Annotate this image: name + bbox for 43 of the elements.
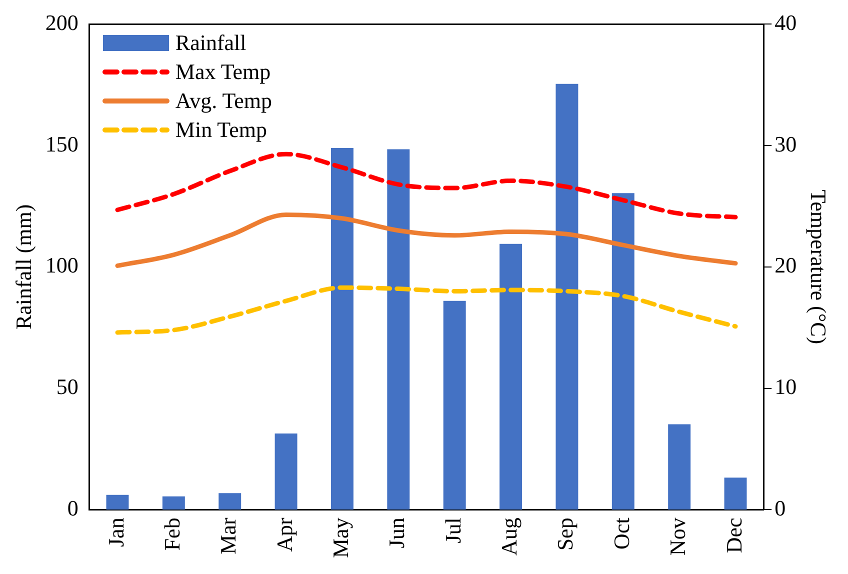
bar [668, 424, 691, 510]
legend-label: Rainfall [175, 29, 246, 58]
line-series [115, 212, 738, 268]
x-tick-label: Nov [665, 518, 690, 556]
y2-tick-label: 0 [774, 495, 786, 520]
x-tick-label: May [328, 518, 354, 558]
bar [724, 478, 747, 510]
x-tick-label: Dec [721, 517, 746, 554]
bar [612, 193, 634, 510]
y-tick-label: 50 [56, 374, 78, 400]
bar [218, 493, 242, 510]
x-tick-label: Sep [552, 518, 578, 551]
y2-tick-label: 40 [774, 10, 797, 35]
legend-label: Min Temp [175, 116, 267, 144]
bar [330, 148, 354, 510]
y-tick-label: 0 [67, 495, 78, 520]
bar [443, 300, 466, 510]
x-tick-label: Aug [496, 518, 522, 556]
bar [162, 496, 185, 510]
y-axis-title: Rainfall (mm) [10, 204, 36, 330]
y-tick-label: 150 [45, 131, 78, 156]
line-series [115, 285, 738, 335]
legend-label: Avg. Temp [175, 87, 272, 116]
y2-tick-label: 20 [774, 252, 797, 278]
x-tick-label: Apr [272, 517, 297, 552]
x-tick-label: Oct [608, 518, 634, 550]
bar [387, 149, 410, 510]
y2-axis-title: Temperature (°C) [806, 190, 832, 344]
bar [500, 244, 522, 510]
bar [556, 84, 578, 510]
x-tick-label: Mar [216, 517, 241, 554]
bar [274, 433, 298, 510]
y2-tick-label: 10 [774, 374, 797, 400]
legend-label: Max Temp [175, 58, 271, 86]
x-tick-label: Jul [440, 518, 466, 544]
x-tick-label: Jun [384, 518, 410, 548]
line-series [115, 152, 738, 220]
y2-tick-label: 30 [774, 131, 797, 156]
bar [106, 494, 129, 510]
x-tick-label: Jan [103, 518, 128, 547]
x-tick-label: Feb [159, 518, 184, 551]
y-tick-label: 100 [45, 252, 78, 278]
y-tick-label: 200 [45, 10, 78, 35]
